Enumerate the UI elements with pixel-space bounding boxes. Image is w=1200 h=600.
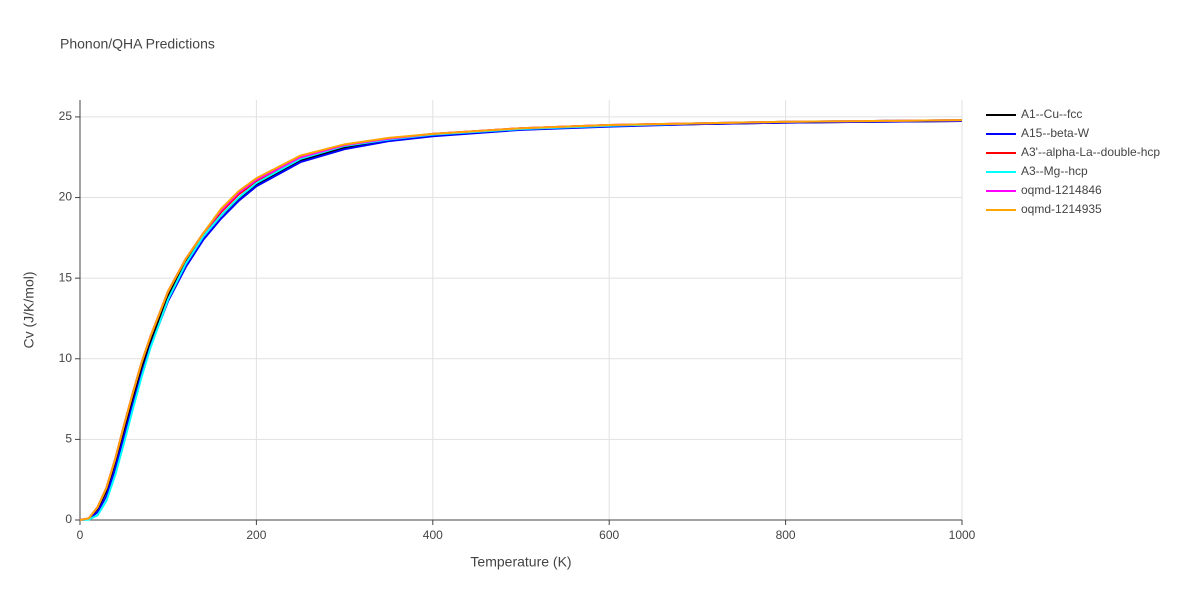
line-series (79, 119, 963, 521)
y-tick-label: 15 (59, 270, 73, 284)
legend-label: A1--Cu--fcc (1021, 107, 1082, 121)
y-tick-label: 20 (59, 190, 73, 204)
line-series (79, 119, 963, 521)
x-tick-label: 400 (423, 528, 443, 542)
y-tick-label: 0 (65, 512, 72, 526)
legend-label: A3'--alpha-La--double-hcp (1021, 145, 1160, 159)
legend-label: A3--Mg--hcp (1021, 164, 1088, 178)
x-axis-title: Temperature (K) (470, 554, 571, 570)
y-tick-label: 10 (59, 351, 73, 365)
y-axis-title: Cv (J/K/mol) (21, 272, 37, 349)
legend-label: oqmd-1214846 (1021, 183, 1102, 197)
x-tick-label: 200 (246, 528, 266, 542)
x-tick-label: 600 (599, 528, 619, 542)
line-series (79, 119, 963, 521)
line-series (79, 119, 963, 521)
legend-label: A15--beta-W (1021, 126, 1090, 140)
line-series (79, 119, 963, 521)
legend-label: oqmd-1214935 (1021, 202, 1102, 216)
y-tick-label: 25 (59, 109, 73, 123)
chart-title: Phonon/QHA Predictions (60, 36, 215, 52)
x-tick-label: 800 (776, 528, 796, 542)
x-tick-label: 0 (77, 528, 84, 542)
x-tick-label: 1000 (949, 528, 976, 542)
y-tick-label: 5 (65, 432, 72, 446)
line-series (79, 119, 963, 521)
